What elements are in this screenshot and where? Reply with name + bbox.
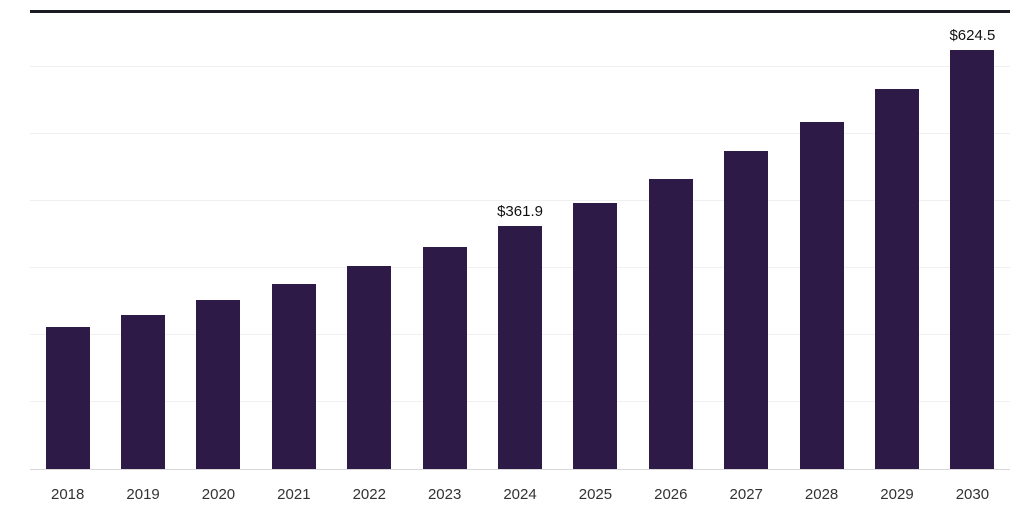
x-axis-label-2025: 2025 (578, 485, 613, 503)
bar-2024 (498, 226, 543, 469)
bar-2022 (347, 265, 392, 469)
bar-2030 (950, 50, 995, 469)
x-axis-label-2029: 2029 (880, 485, 914, 503)
bar-column-2022 (332, 13, 407, 469)
bar-column-2018 (30, 13, 105, 469)
x-axis-label-2024: 2024 (503, 485, 537, 503)
x-axis: 2018 2019 2020 2021 2022 2023 2024 2025 2026 2027… (30, 479, 1010, 509)
bar-value-label-2024: $361.9 (497, 203, 543, 221)
bar-2021 (271, 283, 316, 469)
x-axis-label-2022: 2022 (352, 485, 386, 503)
x-axis-label-2030: 2030 (955, 485, 990, 503)
bar-column-2024: $361.9 (482, 13, 557, 469)
x-axis-label-2028: 2028 (804, 485, 839, 503)
bar-value-label-2030: $624.5 (949, 27, 996, 45)
bar-2018 (45, 327, 90, 469)
bars-container: $361.9 $624.5 (30, 13, 1010, 469)
x-axis-label-2027: 2027 (729, 485, 763, 503)
bar-2025 (573, 203, 618, 469)
x-axis-label-2026: 2026 (654, 485, 688, 503)
x-axis-label-2019: 2019 (126, 485, 160, 503)
bar-2026 (648, 178, 693, 469)
bar-column-2021 (256, 13, 331, 469)
bar-column-2023 (407, 13, 482, 469)
bar-2029 (874, 88, 919, 469)
x-axis-label-2018: 2018 (51, 485, 85, 503)
bar-column-2019 (105, 13, 180, 469)
bar-column-2029 (859, 13, 934, 469)
bar-2019 (121, 314, 166, 469)
bar-2020 (196, 300, 241, 469)
bar-column-2027 (709, 13, 784, 469)
bar-2023 (422, 247, 467, 469)
x-axis-label-2023: 2023 (427, 485, 462, 503)
x-axis-label-2020: 2020 (201, 485, 236, 503)
bar-2027 (724, 151, 769, 469)
bar-column-2025 (558, 13, 633, 469)
bar-column-2030: $624.5 (935, 13, 1010, 469)
bar-2028 (799, 121, 844, 469)
bar-column-2020 (181, 13, 256, 469)
plot-area: $361.9 $624.5 (30, 10, 1010, 470)
x-axis-label-2021: 2021 (277, 485, 311, 503)
bar-column-2028 (784, 13, 859, 469)
bar-column-2026 (633, 13, 708, 469)
